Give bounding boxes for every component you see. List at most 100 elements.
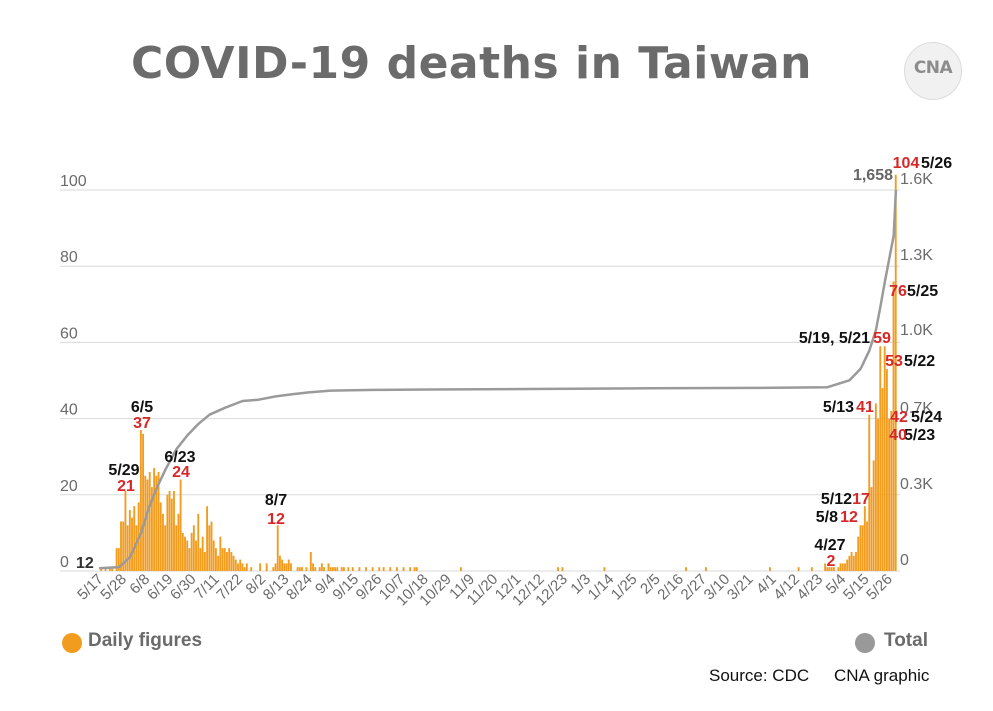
annotation-value: 12 [840,509,858,526]
daily-bar [347,567,350,571]
daily-bar [166,494,169,571]
daily-bar [115,548,118,571]
annotation-value: 59 [873,330,891,347]
y-right-tick-label: 0 [900,552,909,569]
daily-bar [281,559,284,571]
daily-bar [603,567,606,571]
daily-bar [188,548,191,571]
daily-bar [826,567,829,571]
daily-bar [272,567,275,571]
total-line [99,189,898,570]
daily-bar [340,567,343,571]
y-right-tick-label: 0.3K [900,476,933,493]
daily-bar [274,563,277,571]
daily-bar [358,567,361,571]
daily-bar [192,525,195,571]
daily-bar [413,567,416,571]
daily-bar [206,506,209,571]
daily-bar [223,548,226,571]
daily-bar [259,563,262,571]
daily-bar [135,525,138,571]
daily-bar [334,567,337,571]
daily-bar [181,532,184,571]
legend-dot-total [855,633,875,653]
daily-bar [832,567,835,571]
x-tick-label: 5/26 [863,571,896,604]
daily-bar [164,525,167,571]
legend-dot-daily [62,633,82,653]
daily-bar [287,559,290,571]
y-left-tick-label: 100 [60,173,87,190]
y-left-tick-label: 60 [60,325,78,342]
daily-bar [890,410,893,571]
source-note: Source: CDC [709,666,810,685]
daily-bar [208,525,211,571]
y-right-tick-label: 1.6K [900,171,933,188]
daily-bar [219,536,222,571]
annotation-value: 104 [893,155,920,172]
daily-bar [879,346,882,571]
daily-bar [128,510,131,571]
daily-bar [810,567,813,571]
daily-bar [331,567,334,571]
daily-bar [177,513,180,571]
y-right-tick-label: 0.7K [900,400,933,417]
daily-bar [318,567,321,571]
daily-bar [892,281,895,571]
daily-bar [179,479,182,571]
daily-bar [841,563,844,571]
daily-bar [239,559,242,571]
daily-bar [336,567,339,571]
daily-bar [850,551,853,571]
annotation-date: 6/5 [131,399,153,416]
daily-bar [111,567,114,571]
daily-bar [186,540,189,571]
daily-bar [122,521,125,571]
y-left-tick-label: 40 [60,402,78,419]
daily-bar [290,563,292,571]
annotation-value: 24 [172,464,190,481]
daily-bar [866,521,868,571]
daily-bar [327,563,330,571]
annotation-date: 5/22 [904,353,935,370]
daily-bar [175,525,178,571]
daily-bar [203,551,206,571]
daily-bar [371,567,374,571]
annotation-date: 5/8 [816,509,838,526]
daily-bar [837,567,840,571]
daily-bar [868,414,871,571]
daily-bar [888,418,891,571]
daily-bar [153,468,156,571]
daily-bar [150,487,153,571]
daily-bar [126,525,129,571]
annotation-value: 12 [267,511,285,528]
daily-bar [859,525,862,571]
annotation-date: 5/13 [823,399,854,416]
total-annotation: 1,658 [853,167,893,184]
daily-bar [155,475,158,571]
x-tick-label: 7/22 [213,571,246,604]
legend-label-total: Total [884,630,928,651]
daily-bar [117,548,120,571]
daily-bar [197,513,200,571]
daily-bar [265,563,268,571]
daily-bar [142,433,145,571]
annotation-date: 6/23 [164,449,195,466]
daily-bar [797,567,800,571]
daily-bar [237,563,239,571]
daily-bar [173,490,175,571]
daily-bar [855,551,857,571]
annotation-date: 5/12 [821,491,852,508]
daily-bar [133,506,136,571]
daily-bar [285,563,288,571]
daily-bar [210,521,213,571]
logo-mark: CNA [913,58,953,78]
daily-bar [395,567,398,571]
daily-bar [852,555,855,571]
daily-bar [170,498,173,571]
daily-bar [234,559,237,571]
daily-bar [415,567,418,571]
daily-bar [301,567,303,571]
daily-bar [894,174,897,571]
annotation-date: 5/19, 5/21 [799,330,870,347]
